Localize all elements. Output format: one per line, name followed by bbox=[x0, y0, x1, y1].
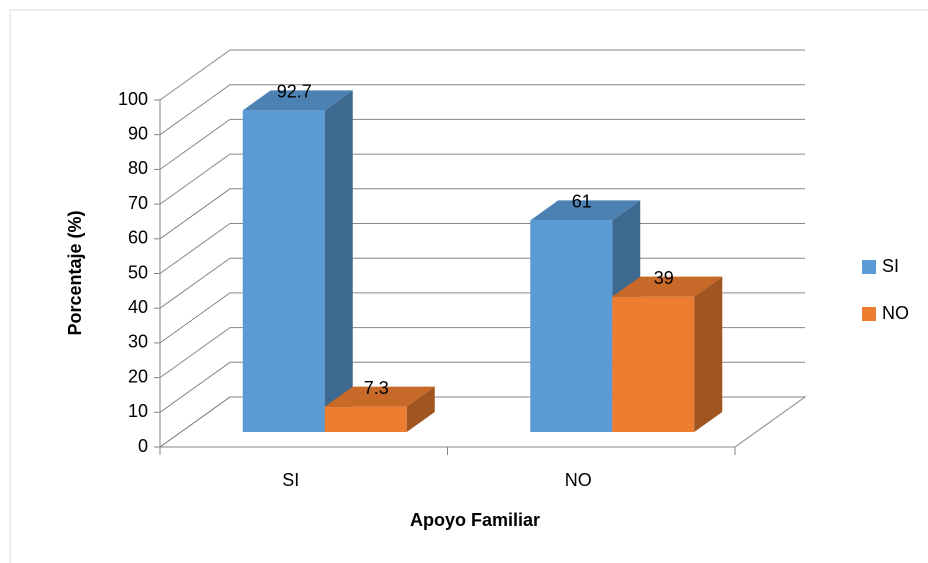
data-label: 7.3 bbox=[364, 378, 389, 398]
y-tick-label: 40 bbox=[128, 297, 148, 317]
bar-top bbox=[324, 386, 435, 407]
bar-side bbox=[324, 90, 353, 433]
y-tick-label: 30 bbox=[128, 332, 148, 352]
y-tick-label: 70 bbox=[128, 193, 148, 213]
bar-front bbox=[530, 220, 613, 432]
bar-top bbox=[242, 90, 353, 111]
grid-line bbox=[159, 84, 805, 136]
bar-side bbox=[694, 276, 723, 432]
grid-line bbox=[159, 118, 805, 170]
grid-line bbox=[159, 188, 805, 240]
y-tick-label: 100 bbox=[118, 89, 148, 109]
bar-top bbox=[530, 200, 641, 221]
legend-label: SI bbox=[882, 256, 899, 276]
legend-label: NO bbox=[882, 303, 909, 323]
y-tick-label: 90 bbox=[128, 123, 148, 143]
data-label: 92.7 bbox=[277, 82, 312, 102]
x-tick-label: SI bbox=[282, 470, 299, 490]
y-tick-label: 0 bbox=[138, 436, 148, 456]
x-axis-title: Apoyo Familiar bbox=[410, 510, 540, 530]
legend-swatch bbox=[862, 307, 876, 321]
y-tick-label: 80 bbox=[128, 158, 148, 178]
grid-line bbox=[159, 49, 805, 101]
bar-front bbox=[612, 296, 695, 432]
bar-top bbox=[612, 276, 723, 297]
y-tick-label: 60 bbox=[128, 228, 148, 248]
data-label: 39 bbox=[654, 268, 674, 288]
bar-side bbox=[406, 386, 435, 432]
y-axis-title: Porcentaje (%) bbox=[65, 210, 85, 335]
y-tick-label: 50 bbox=[128, 262, 148, 282]
grid-line bbox=[159, 153, 805, 205]
chart-frame bbox=[9, 9, 928, 563]
bar-front bbox=[324, 406, 407, 432]
legend-swatch bbox=[862, 260, 876, 274]
data-label: 61 bbox=[572, 192, 592, 212]
x-tick-label: NO bbox=[565, 470, 592, 490]
y-tick-label: 10 bbox=[128, 401, 148, 421]
y-tick-label: 20 bbox=[128, 366, 148, 386]
bar-front bbox=[242, 110, 325, 433]
